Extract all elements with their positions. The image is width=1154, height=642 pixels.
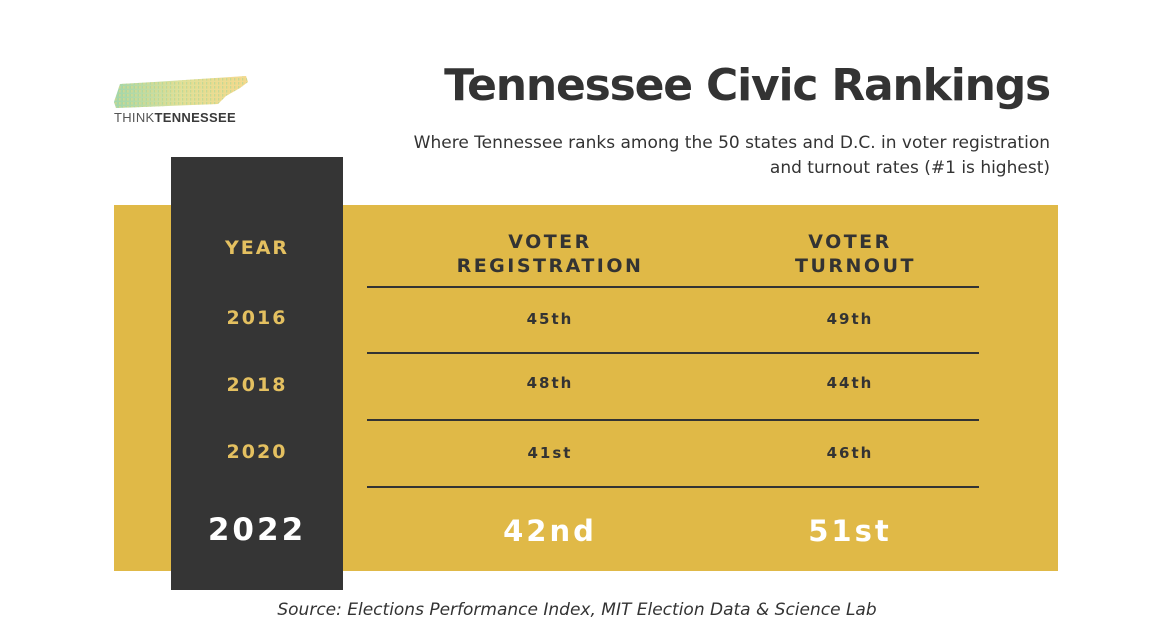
turnout-rank-2020: 46th — [826, 444, 874, 462]
turnout-rank-2018: 44th — [826, 374, 874, 392]
year-cell-2016: 2016 — [226, 307, 288, 329]
turnout-rank-2016: 49th — [826, 310, 874, 328]
year-header: YEAR — [224, 237, 290, 259]
think-tennessee-logo: THINKTENNESSEE — [114, 74, 254, 130]
year-cell-2022: 2022 — [207, 512, 307, 548]
year-cell-2018: 2018 — [226, 374, 288, 396]
logo-wordmark: THINKTENNESSEE — [114, 110, 236, 125]
registration-rank-2018: 48th — [526, 374, 574, 392]
voter-turnout-header: VOTER TURNOUT — [795, 231, 916, 277]
subtitle: Where Tennessee ranks among the 50 state… — [413, 133, 1050, 178]
year-cell-2020: 2020 — [226, 441, 288, 463]
row-divider — [367, 352, 979, 354]
year-column-background — [171, 157, 343, 590]
turnout-rank-2022: 51st — [808, 514, 892, 548]
row-divider — [367, 419, 979, 421]
source-note: Source: Elections Performance Index, MIT… — [277, 600, 877, 620]
registration-rank-2022: 42nd — [503, 514, 597, 548]
logo-text-tennessee: TENNESSEE — [154, 110, 236, 125]
registration-rank-2016: 45th — [526, 310, 574, 328]
logo-text-think: THINK — [114, 110, 155, 125]
registration-rank-2020: 41st — [527, 444, 573, 462]
page-title: Tennessee Civic Rankings — [444, 60, 1051, 111]
tennessee-dot-map-icon — [114, 76, 248, 108]
voter-registration-header: VOTER REGISTRATION — [456, 231, 644, 277]
row-divider — [367, 286, 979, 288]
row-divider — [367, 486, 979, 488]
